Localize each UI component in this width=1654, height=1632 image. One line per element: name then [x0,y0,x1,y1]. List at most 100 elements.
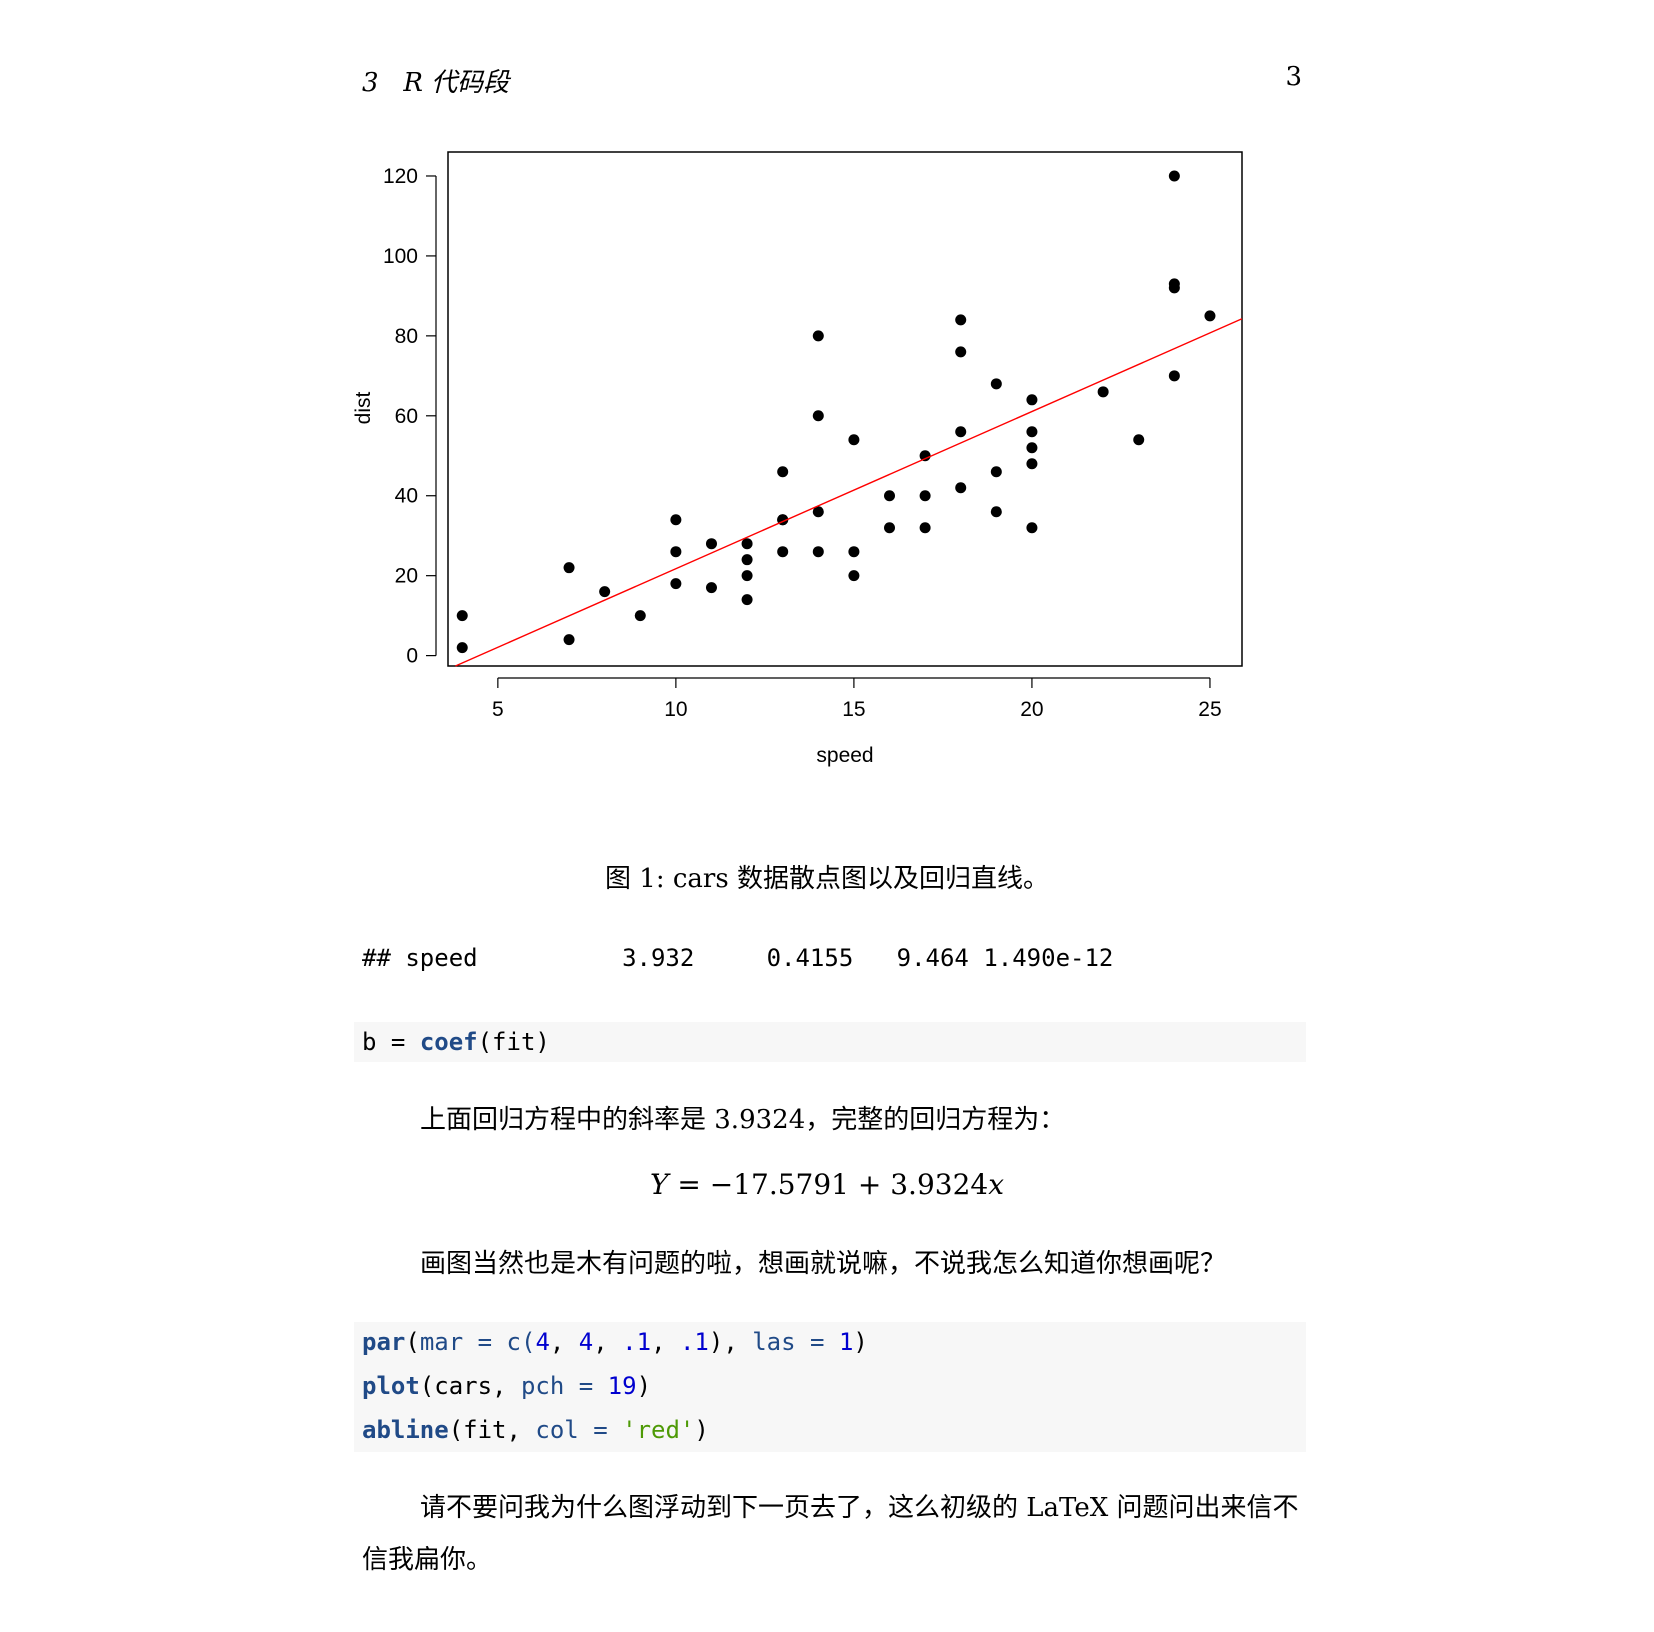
y-tick-label: 20 [395,565,418,588]
code-function: plot [362,1372,420,1400]
code-token: (fit) [477,1028,550,1056]
code-token: (fit, [448,1416,536,1444]
x-axis-label: speed [816,744,873,767]
y-tick-label: 40 [395,485,418,508]
code-token: = [463,1328,507,1356]
data-point [670,578,682,590]
code-token: , [651,1328,680,1356]
code-token: ), [708,1328,753,1356]
x-tick-label: 20 [1020,698,1043,721]
data-point [1168,170,1180,182]
data-points [456,170,1216,654]
data-point [634,610,646,622]
r-output-line: ## speed 3.932 0.4155 9.464 1.490e-12 [362,944,1114,972]
data-point [848,434,860,446]
code-token: , [593,1328,623,1356]
y-tick-label: 120 [383,165,418,188]
data-point [777,466,789,478]
code-string: 'red' [622,1416,695,1444]
page-number: 3 [1285,62,1302,92]
data-point [848,570,860,582]
data-point [1026,394,1038,406]
code-argument: col [535,1416,579,1444]
code-line: b = coef(fit) [362,1028,550,1056]
code-token: ) [636,1372,652,1400]
data-point [1133,434,1145,446]
data-point [741,594,753,606]
x-tick-label: 15 [842,698,865,721]
y-axis-label: dist [352,391,375,424]
paragraph-plotting: 画图当然也是木有问题的啦，想画就说嘛，不说我怎么知道你想画呢？ [420,1249,1227,1279]
x-axis: 5 10 15 20 25 [492,677,1222,721]
data-point [456,642,468,654]
data-point [563,634,575,646]
code-number: .1 [679,1328,709,1356]
data-point [741,554,753,566]
x-tick-label: 25 [1198,698,1221,721]
code-number: 19 [607,1372,637,1400]
y-tick-label: 100 [383,245,418,268]
code-line: plot(cars, pch = 19) [362,1372,651,1400]
data-point [955,482,967,494]
data-point [670,514,682,526]
data-point [1026,426,1038,438]
regression-equation: Y = −17.5791 + 3.9324x [649,1168,1005,1201]
code-number: 1 [838,1328,854,1356]
code-token: ( [405,1328,420,1356]
paragraph-latex-note: 请不要问我为什么图浮动到下一页去了，这么初级的 LaTeX 问题问出来信不信我扁… [362,1493,1299,1575]
data-point [884,490,896,502]
code-argument: pch [520,1372,565,1400]
data-point [1204,310,1216,322]
y-axis: 0 20 40 60 80 100 120 [383,165,437,668]
data-point [1026,458,1038,470]
data-point [1026,522,1038,534]
running-header-section: 3 R 代码段 [362,68,510,98]
data-point [1097,386,1109,398]
y-tick-label: 80 [395,325,418,348]
data-point [670,546,682,558]
code-token: = [578,1416,623,1444]
code-token: , [549,1328,579,1356]
data-point [919,522,931,534]
code-token: ) [694,1416,709,1444]
code-argument: mar [419,1328,464,1356]
data-point [990,378,1002,390]
data-point [848,546,860,558]
y-tick-label: 0 [406,645,418,668]
code-token: c( [506,1328,536,1356]
code-token: = [564,1372,608,1400]
code-function: coef [419,1028,478,1056]
code-token: ) [853,1328,868,1356]
code-function: par [362,1328,406,1356]
data-point [812,506,824,518]
data-point [741,570,753,582]
code-block-coef: b = coef(fit) [354,1022,1306,1062]
data-point [563,562,575,574]
plot-frame [447,151,1243,667]
code-function: abline [362,1416,449,1444]
code-block-plot: par(mar = c(4, 4, .1, .1), las = 1) plot… [354,1322,1306,1452]
y-tick-label: 60 [395,405,418,428]
data-point [919,490,931,502]
data-point [884,522,896,534]
code-line: par(mar = c(4, 4, .1, .1), las = 1) [362,1328,868,1356]
data-point [955,426,967,438]
code-line: abline(fit, col = 'red') [362,1416,709,1444]
code-argument: las [752,1328,796,1356]
data-point [705,538,717,550]
code-token: = [376,1028,420,1056]
data-point [1168,278,1180,290]
code-number: 4 [535,1328,550,1356]
data-point [812,410,824,422]
code-number: 4 [578,1328,594,1356]
data-point [990,466,1002,478]
paragraph-slope: 上面回归方程中的斜率是 3.9324，完整的回归方程为： [420,1105,1066,1135]
code-token: = [795,1328,839,1356]
data-point [1026,442,1038,454]
code-number: .1 [622,1328,652,1356]
data-point [812,546,824,558]
data-point [990,506,1002,518]
data-point [456,610,468,622]
x-tick-label: 5 [492,698,504,721]
data-point [741,538,753,550]
